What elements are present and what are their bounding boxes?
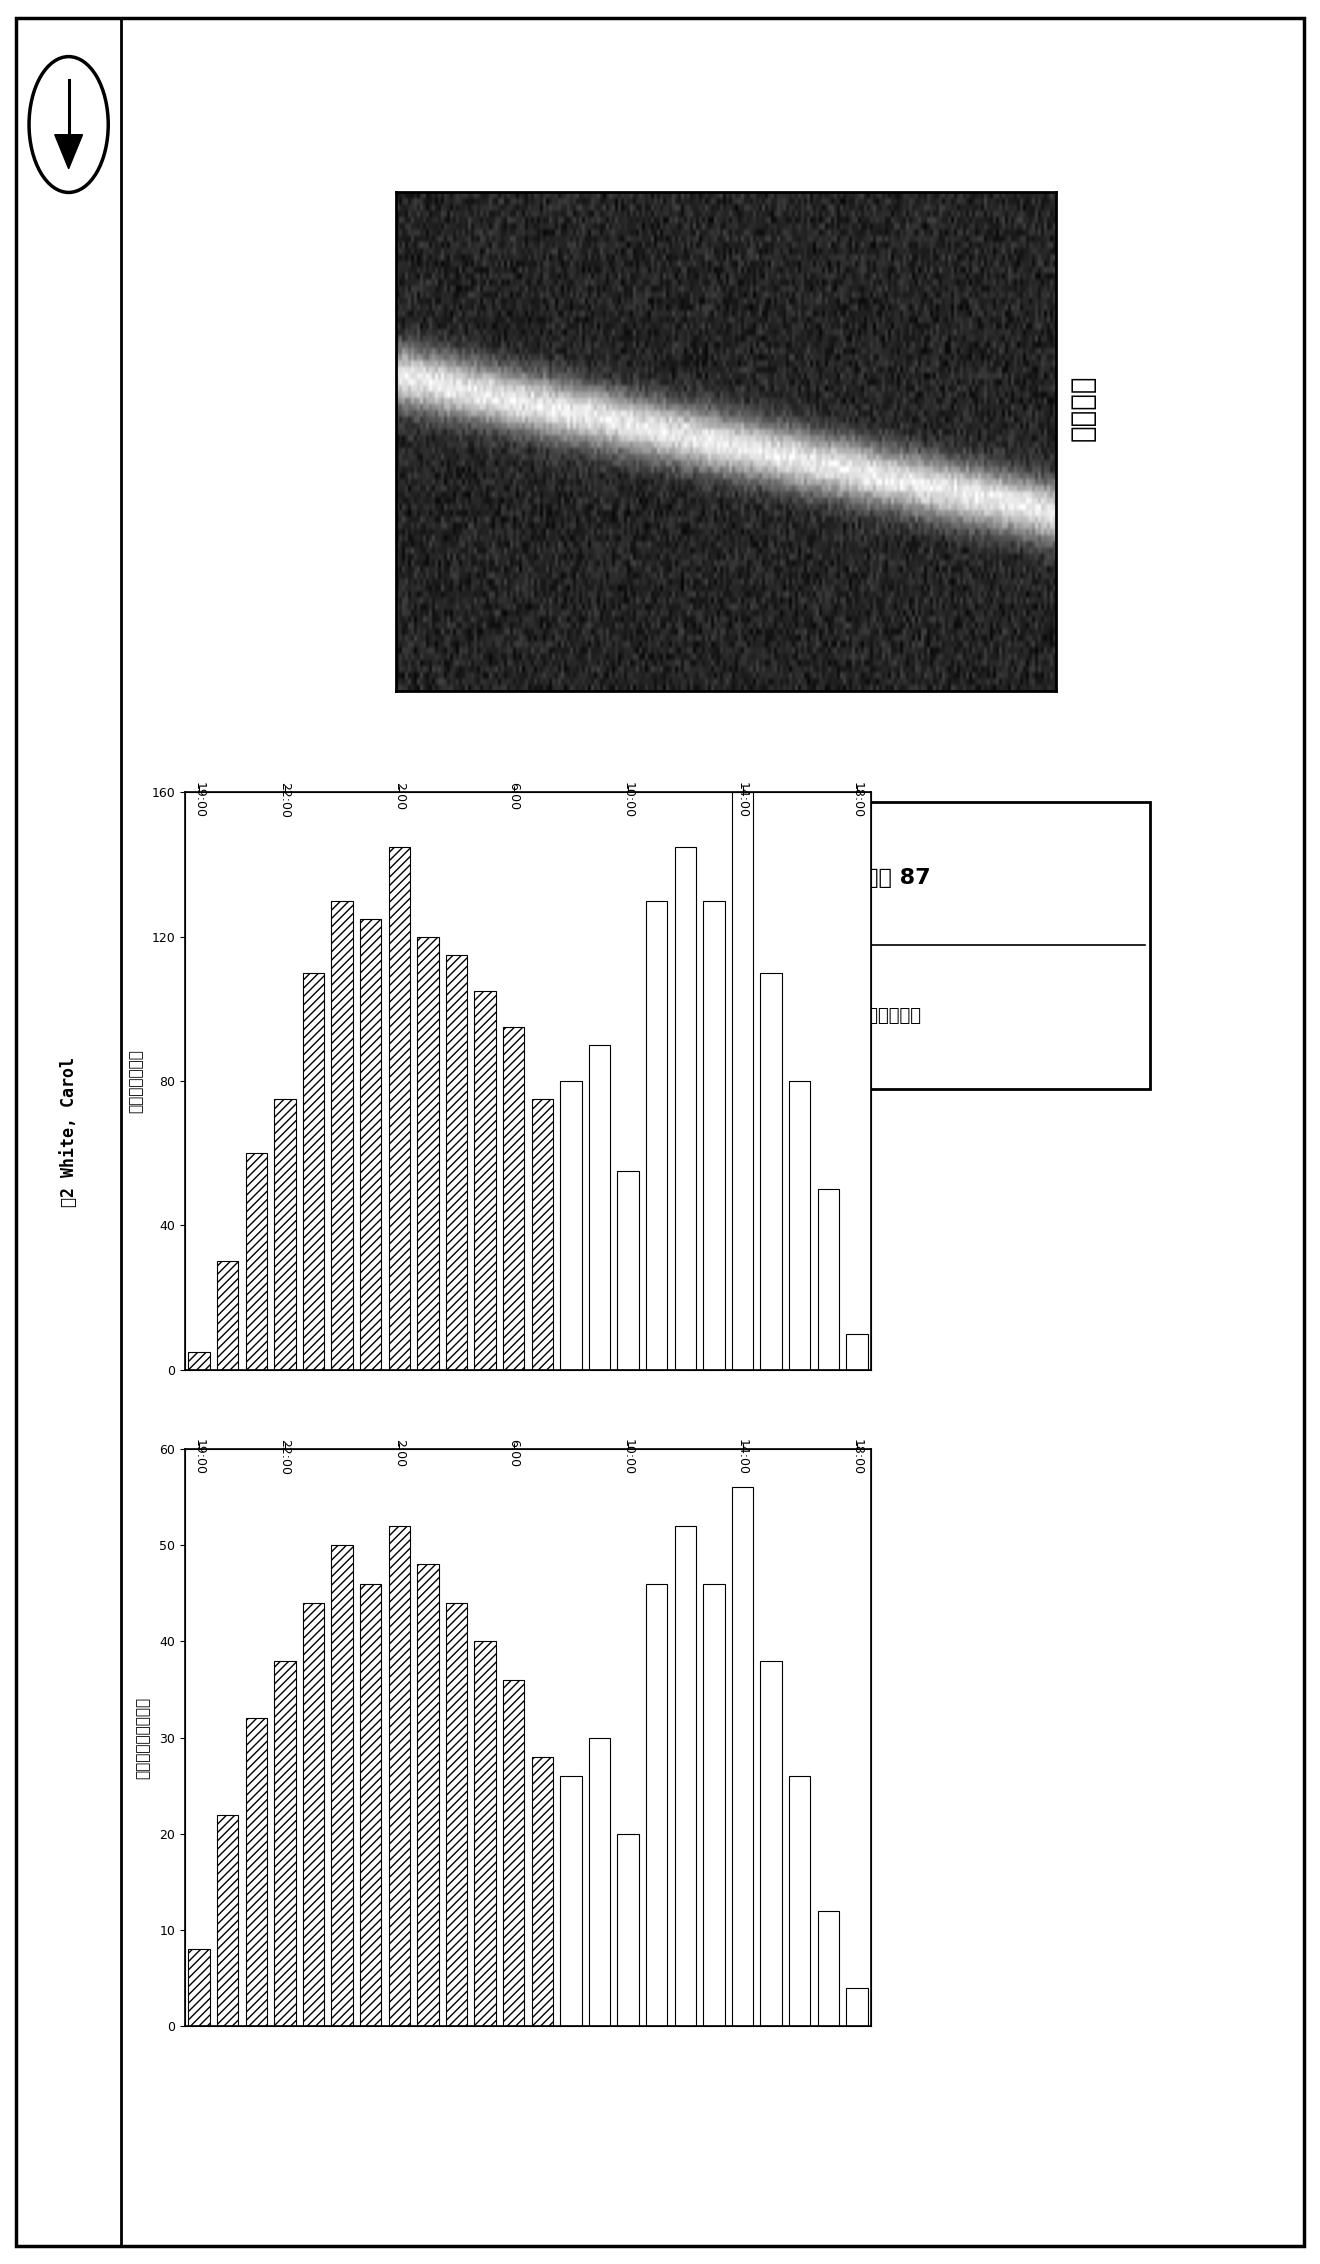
Bar [474,992,496,1370]
Bar [618,1834,639,2026]
Bar [302,974,325,1370]
Bar [704,901,725,1370]
Bar [645,901,668,1370]
Text: 预测评分： 87: 预测评分： 87 [825,867,931,887]
Bar [589,1046,610,1370]
Bar [589,1739,610,2026]
Bar [275,1098,296,1370]
Bar [789,1775,810,2026]
Bar [474,1641,496,2026]
Bar [560,1082,582,1370]
Bar [675,1526,696,2026]
Bar [360,919,381,1370]
Bar [817,1911,840,2026]
Y-axis label: 每小时平均活动: 每小时平均活动 [128,1048,143,1114]
Text: 判2 White, Carol: 判2 White, Carol [59,1057,78,1207]
Bar [846,1988,867,2026]
Y-axis label: 每小时平均移动速度: 每小时平均移动速度 [136,1696,150,1780]
Bar [446,955,467,1370]
Bar [532,1098,553,1370]
Bar [302,1603,325,2026]
Bar [560,1775,582,2026]
Bar [532,1757,553,2026]
Bar [846,1333,867,1370]
Bar [360,1585,381,2026]
Bar [189,1352,210,1370]
Bar [216,1816,239,2026]
Bar [618,1170,639,1370]
Bar [246,1718,267,2026]
Bar [789,1082,810,1370]
Bar [760,1662,781,2026]
Bar [246,1152,267,1370]
Bar [817,1189,840,1370]
Bar [189,1949,210,2026]
Bar [331,1546,352,2026]
Bar [275,1662,296,2026]
Text: 活动日志: 活动日志 [1068,374,1097,441]
Bar [760,974,781,1370]
Bar [417,937,438,1370]
Bar [503,1028,524,1370]
Bar [388,1526,411,2026]
Bar [417,1564,438,2026]
Polygon shape [54,136,82,170]
Bar [446,1603,467,2026]
Bar [503,1680,524,2026]
Bar [331,901,352,1370]
Bar [731,792,754,1370]
Bar [704,1585,725,2026]
Bar [645,1585,668,2026]
Bar [216,1261,239,1370]
Bar [675,847,696,1370]
Bar [388,847,411,1370]
Circle shape [29,57,108,192]
Text: 亚型：活动抑制型: 亚型：活动抑制型 [834,1007,921,1026]
Bar [731,1487,754,2026]
